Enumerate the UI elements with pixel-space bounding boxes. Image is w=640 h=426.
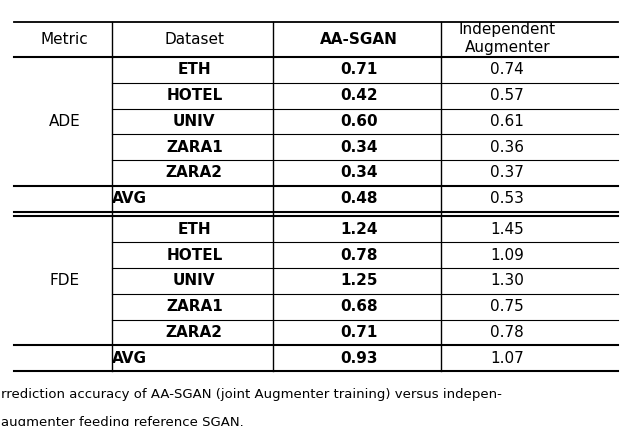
Text: 0.34: 0.34 bbox=[340, 140, 378, 155]
Text: 0.71: 0.71 bbox=[340, 325, 378, 340]
Text: 1.45: 1.45 bbox=[490, 222, 524, 237]
Text: 1.09: 1.09 bbox=[490, 248, 524, 262]
Text: 0.68: 0.68 bbox=[340, 299, 378, 314]
Text: ZARA2: ZARA2 bbox=[166, 165, 223, 180]
Text: 0.93: 0.93 bbox=[340, 351, 378, 366]
Text: 1.07: 1.07 bbox=[490, 351, 524, 366]
Text: AVG: AVG bbox=[112, 351, 147, 366]
Text: 0.42: 0.42 bbox=[340, 88, 378, 103]
Text: 0.78: 0.78 bbox=[490, 325, 524, 340]
Text: augmenter feeding reference SGAN.: augmenter feeding reference SGAN. bbox=[1, 417, 244, 426]
Text: AA-SGAN: AA-SGAN bbox=[320, 32, 397, 47]
Text: 1.24: 1.24 bbox=[340, 222, 378, 237]
Text: 0.61: 0.61 bbox=[490, 114, 524, 129]
Text: ADE: ADE bbox=[49, 114, 81, 129]
Text: Independent: Independent bbox=[459, 21, 556, 37]
Text: 0.53: 0.53 bbox=[490, 191, 524, 206]
Text: 0.78: 0.78 bbox=[340, 248, 378, 262]
Text: 0.37: 0.37 bbox=[490, 165, 524, 180]
Text: ZARA2: ZARA2 bbox=[166, 325, 223, 340]
Text: ETH: ETH bbox=[177, 62, 211, 78]
Text: ZARA1: ZARA1 bbox=[166, 299, 223, 314]
Text: Dataset: Dataset bbox=[164, 32, 224, 47]
Text: UNIV: UNIV bbox=[173, 273, 216, 288]
Text: Augmenter: Augmenter bbox=[465, 40, 550, 55]
Text: 0.57: 0.57 bbox=[490, 88, 524, 103]
Text: rrediction accuracy of AA-SGAN (joint Augmenter training) versus indepen-: rrediction accuracy of AA-SGAN (joint Au… bbox=[1, 388, 502, 401]
Text: 0.36: 0.36 bbox=[490, 140, 524, 155]
Text: 0.74: 0.74 bbox=[490, 62, 524, 78]
Text: ETH: ETH bbox=[177, 222, 211, 237]
Text: 0.60: 0.60 bbox=[340, 114, 378, 129]
Text: HOTEL: HOTEL bbox=[166, 248, 222, 262]
Text: Metric: Metric bbox=[41, 32, 88, 47]
Text: HOTEL: HOTEL bbox=[166, 88, 222, 103]
Text: UNIV: UNIV bbox=[173, 114, 216, 129]
Text: AVG: AVG bbox=[112, 191, 147, 206]
Text: FDE: FDE bbox=[49, 273, 80, 288]
Text: 0.48: 0.48 bbox=[340, 191, 378, 206]
Text: 0.34: 0.34 bbox=[340, 165, 378, 180]
Text: 0.75: 0.75 bbox=[490, 299, 524, 314]
Text: ZARA1: ZARA1 bbox=[166, 140, 223, 155]
Text: 1.30: 1.30 bbox=[490, 273, 524, 288]
Text: 1.25: 1.25 bbox=[340, 273, 378, 288]
Text: 0.71: 0.71 bbox=[340, 62, 378, 78]
